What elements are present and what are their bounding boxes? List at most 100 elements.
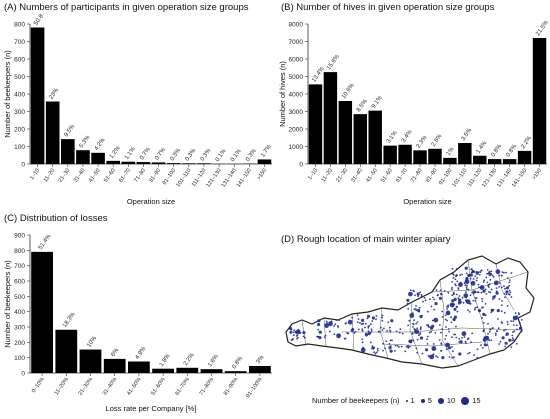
apiary-dot	[414, 328, 416, 331]
apiary-dot	[455, 274, 458, 276]
x-tick-label: 11–20	[43, 168, 56, 184]
y-tick-label: 600	[14, 279, 25, 286]
apiary-dot	[323, 336, 326, 339]
legend-item-1: 1	[405, 396, 415, 405]
apiary-dot	[445, 348, 448, 351]
apiary-dot	[419, 336, 424, 340]
bar	[383, 145, 397, 164]
apiary-dot	[498, 286, 501, 288]
apiary-dot	[293, 329, 296, 332]
bar	[103, 358, 126, 373]
apiary-dot	[513, 330, 516, 333]
apiary-dot	[418, 306, 421, 309]
bar-data-label: 1.2%	[109, 145, 122, 160]
apiary-dot	[409, 289, 412, 292]
apiary-dot	[521, 319, 523, 321]
apiary-dot	[292, 334, 295, 337]
apiary-dot	[445, 342, 450, 348]
apiary-dot	[482, 281, 485, 283]
apiary-dot	[467, 288, 470, 291]
bar-data-label: 4.9%	[135, 345, 148, 360]
apiary-dot	[517, 312, 520, 314]
apiary-dot	[518, 326, 523, 330]
x-tick-label: 31–40	[350, 168, 364, 184]
bar	[502, 159, 517, 164]
apiary-dot	[487, 322, 489, 325]
apiary-dot	[484, 303, 487, 305]
apiary-dot	[325, 320, 328, 323]
y-tick-label: 2000	[289, 127, 304, 134]
x-tick-label: 91–100%	[245, 377, 263, 400]
apiary-dot	[505, 286, 510, 290]
bar-data-label: 18.3%	[62, 311, 77, 329]
apiary-dot	[456, 280, 459, 283]
x-tick-label: 11–20%	[54, 377, 70, 397]
apiary-dot	[408, 345, 411, 348]
apiary-dot	[492, 308, 495, 311]
apiary-dot	[506, 323, 509, 326]
apiary-dot	[356, 314, 359, 316]
x-tick-label: 81–90%	[223, 377, 240, 397]
bar-data-label: 0.7%	[154, 146, 167, 161]
bar	[200, 369, 223, 373]
bar	[398, 144, 412, 164]
apiary-dot	[500, 274, 503, 277]
apiary-dot	[399, 328, 402, 331]
apiary-dot	[364, 326, 366, 329]
apiary-dot	[435, 289, 438, 291]
bar	[257, 159, 272, 164]
apiary-dot	[496, 330, 498, 332]
apiary-dot	[440, 331, 442, 334]
apiary-dot	[479, 285, 485, 290]
apiary-dot	[433, 308, 436, 311]
apiary-dot	[361, 338, 364, 341]
apiary-dot	[484, 340, 486, 343]
bar-data-label: 50.8%	[33, 14, 48, 27]
apiary-dot	[458, 282, 463, 287]
apiary-dot	[485, 293, 488, 295]
apiary-dot	[504, 341, 508, 345]
apiary-dot	[443, 290, 446, 292]
apiary-dot	[428, 355, 431, 358]
y-tick-label: 800	[14, 22, 25, 29]
apiary-dot	[498, 343, 500, 345]
apiary-dot	[447, 306, 450, 308]
apiary-dot	[411, 312, 414, 315]
apiary-dot	[417, 308, 421, 312]
apiary-dot	[455, 336, 458, 339]
apiary-dot	[482, 330, 485, 333]
apiary-dot	[468, 302, 471, 305]
apiary-dot	[495, 269, 501, 275]
district-borders	[301, 259, 529, 367]
panel-b-title: (B) Number of hives in given operation s…	[281, 2, 495, 13]
x-tick-label: 1–10	[307, 168, 319, 181]
apiary-dot	[411, 332, 414, 335]
apiary-dot	[509, 291, 512, 294]
apiary-dot	[358, 328, 360, 331]
apiary-dot	[430, 305, 433, 308]
apiary-dot	[302, 331, 306, 335]
apiary-dot	[362, 346, 364, 349]
apiary-dot	[446, 308, 448, 310]
bar-data-label: 0.7%	[139, 146, 152, 161]
apiary-dot	[481, 300, 484, 303]
apiary-dot	[512, 324, 515, 326]
apiary-dot	[291, 338, 294, 341]
bar-data-label: 8.5%	[356, 98, 369, 113]
apiary-dot	[294, 331, 297, 334]
y-axis-label: Number of hives (n)	[278, 61, 287, 127]
y-tick-label: 400	[14, 92, 25, 99]
apiary-dot	[488, 330, 491, 333]
apiary-dot	[508, 281, 511, 284]
bar-data-label: 3.1%	[386, 130, 399, 145]
bar	[323, 72, 338, 164]
apiary-dot	[458, 352, 462, 356]
apiary-dot	[398, 346, 400, 348]
chart-a: 0 100 200 300 400 500 600 700 800 Number of beeke…	[3, 14, 273, 206]
apiary-dot	[451, 303, 454, 305]
apiary-dot	[289, 332, 292, 335]
apiary-dot	[445, 334, 448, 337]
x-tick-label: 31–40	[73, 168, 87, 184]
apiary-dot	[453, 292, 455, 295]
apiary-dot	[334, 323, 337, 326]
